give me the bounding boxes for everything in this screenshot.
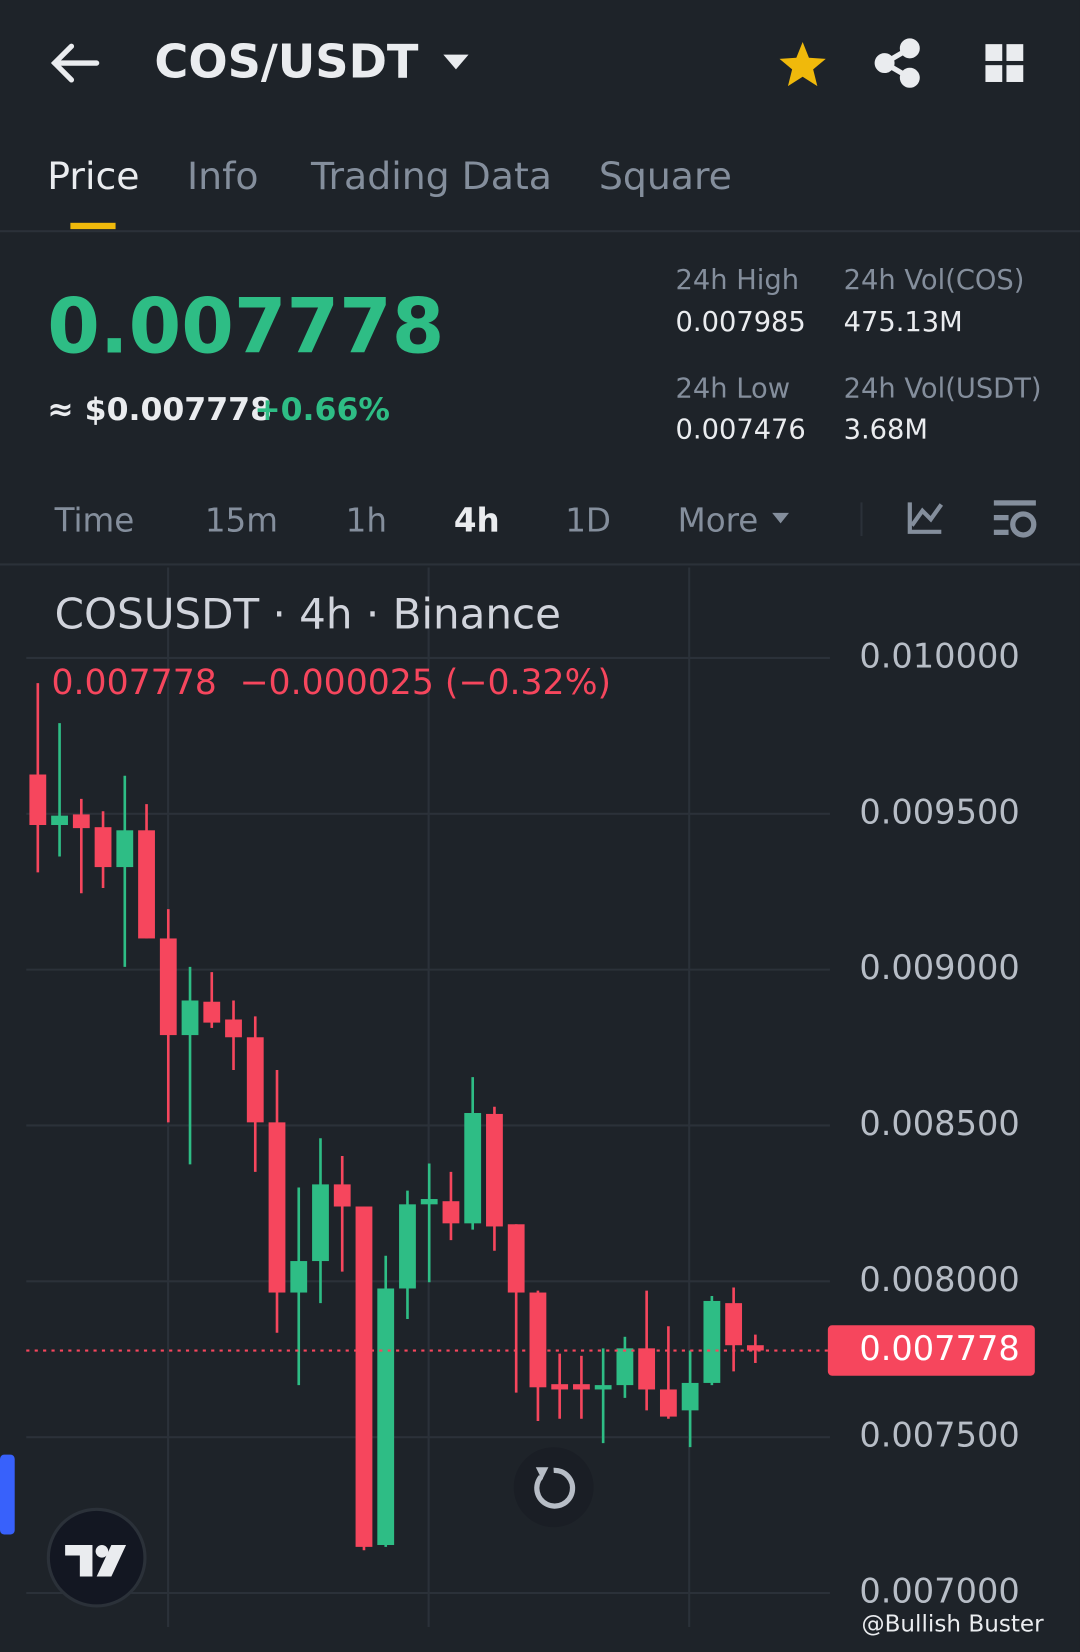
candle-body: [203, 1001, 221, 1023]
share-button[interactable]: [874, 38, 920, 88]
candle-body: [29, 774, 47, 826]
stat-value: 0.007985: [676, 307, 806, 338]
y-tick-label: 0.007500: [859, 1416, 1019, 1455]
y-tick-label: 0.009000: [859, 948, 1019, 987]
candle-body: [573, 1384, 590, 1390]
last-price-box: [827, 1325, 1035, 1376]
candle-body: [51, 815, 68, 826]
candle-body: [138, 830, 155, 939]
back-button[interactable]: [50, 43, 100, 83]
watermark: @Bullish Buster: [861, 1611, 1044, 1637]
y-tick-label: 0.007000: [859, 1572, 1019, 1611]
candle-body: [529, 1292, 547, 1388]
pair-title[interactable]: COS/USDT: [154, 35, 419, 89]
favorite-star[interactable]: [779, 42, 826, 87]
candlestick-chart: 0.010000 0.009500 0.009000 0.008500 0.008000…: [26, 636, 1035, 1611]
candle-body: [594, 1385, 612, 1390]
candle-body: [225, 1019, 242, 1038]
candle-body: [486, 1113, 503, 1227]
tab[interactable]: Info: [187, 154, 259, 198]
grid-menu[interactable]: [985, 44, 1024, 82]
candle-body: [551, 1384, 569, 1390]
stat-label: 24h Low: [676, 373, 791, 404]
candle-body: [290, 1261, 308, 1293]
y-tick-label: 0.008500: [859, 1104, 1019, 1143]
interval[interactable]: 1h: [346, 501, 387, 539]
candle-body: [377, 1288, 395, 1546]
candle-body: [268, 1122, 286, 1293]
candle-body: [616, 1348, 634, 1386]
y-tick-label: 0.010000: [859, 636, 1019, 675]
ohlc-close: 0.007778: [51, 663, 216, 703]
active-tab-indicator: [70, 222, 116, 230]
stat-label: 24h Vol(COS): [844, 265, 1025, 296]
y-tick-label: 0.008000: [859, 1260, 1019, 1299]
tradingview-logo[interactable]: [46, 1507, 147, 1608]
last-price: 0.007778: [47, 283, 444, 371]
interval[interactable]: More: [678, 501, 759, 539]
candle-body: [333, 1184, 351, 1207]
pair-dropdown[interactable]: [443, 54, 469, 70]
y-tick-label: 0.009500: [859, 792, 1019, 831]
more-caret[interactable]: [772, 512, 789, 524]
tab[interactable]: Price: [47, 154, 139, 198]
indicator-button[interactable]: [907, 502, 944, 534]
reset-button[interactable]: [513, 1447, 594, 1528]
candle-body: [94, 827, 112, 868]
candle-body: [703, 1300, 721, 1383]
candle-body: [442, 1201, 460, 1224]
candle-body: [246, 1037, 264, 1123]
settings-button[interactable]: [993, 500, 1037, 538]
ohlc-change: −0.000025 (−0.32%): [240, 663, 612, 703]
candle-body: [355, 1206, 373, 1547]
tab[interactable]: Square: [599, 154, 732, 198]
interval[interactable]: Time: [54, 501, 135, 539]
candle-body: [659, 1389, 677, 1417]
interval[interactable]: 15m: [205, 501, 278, 539]
stat-label: 24h Vol(USDT): [844, 373, 1042, 404]
price-change: +0.66%: [254, 392, 390, 428]
stat-value: 3.68M: [844, 414, 928, 445]
candle-body: [420, 1199, 438, 1205]
candle-body: [159, 938, 177, 1036]
interval[interactable]: 4h: [454, 501, 500, 539]
tab[interactable]: Trading Data: [310, 154, 552, 198]
candle-body: [464, 1113, 482, 1224]
candle-body: [72, 814, 90, 829]
usd-price: ≈ $0.007778: [47, 392, 272, 428]
chart-title: COSUSDT · 4h · Binance: [55, 589, 561, 638]
candle-body: [638, 1348, 656, 1390]
candle-body: [399, 1204, 416, 1289]
candle-body: [681, 1382, 699, 1411]
stat-value: 475.13M: [844, 307, 963, 338]
candle-body: [116, 830, 134, 868]
candle-body: [312, 1184, 329, 1262]
last-price-label: 0.007778: [859, 1329, 1019, 1368]
candle-body: [507, 1224, 525, 1293]
candle-body: [181, 1000, 199, 1036]
candle-body: [746, 1345, 764, 1351]
interval[interactable]: 1D: [565, 501, 611, 539]
stat-value: 0.007476: [676, 414, 806, 445]
candle-body: [725, 1303, 743, 1346]
stat-label: 24h High: [676, 265, 800, 296]
side-drawer-handle[interactable]: [0, 1454, 15, 1535]
